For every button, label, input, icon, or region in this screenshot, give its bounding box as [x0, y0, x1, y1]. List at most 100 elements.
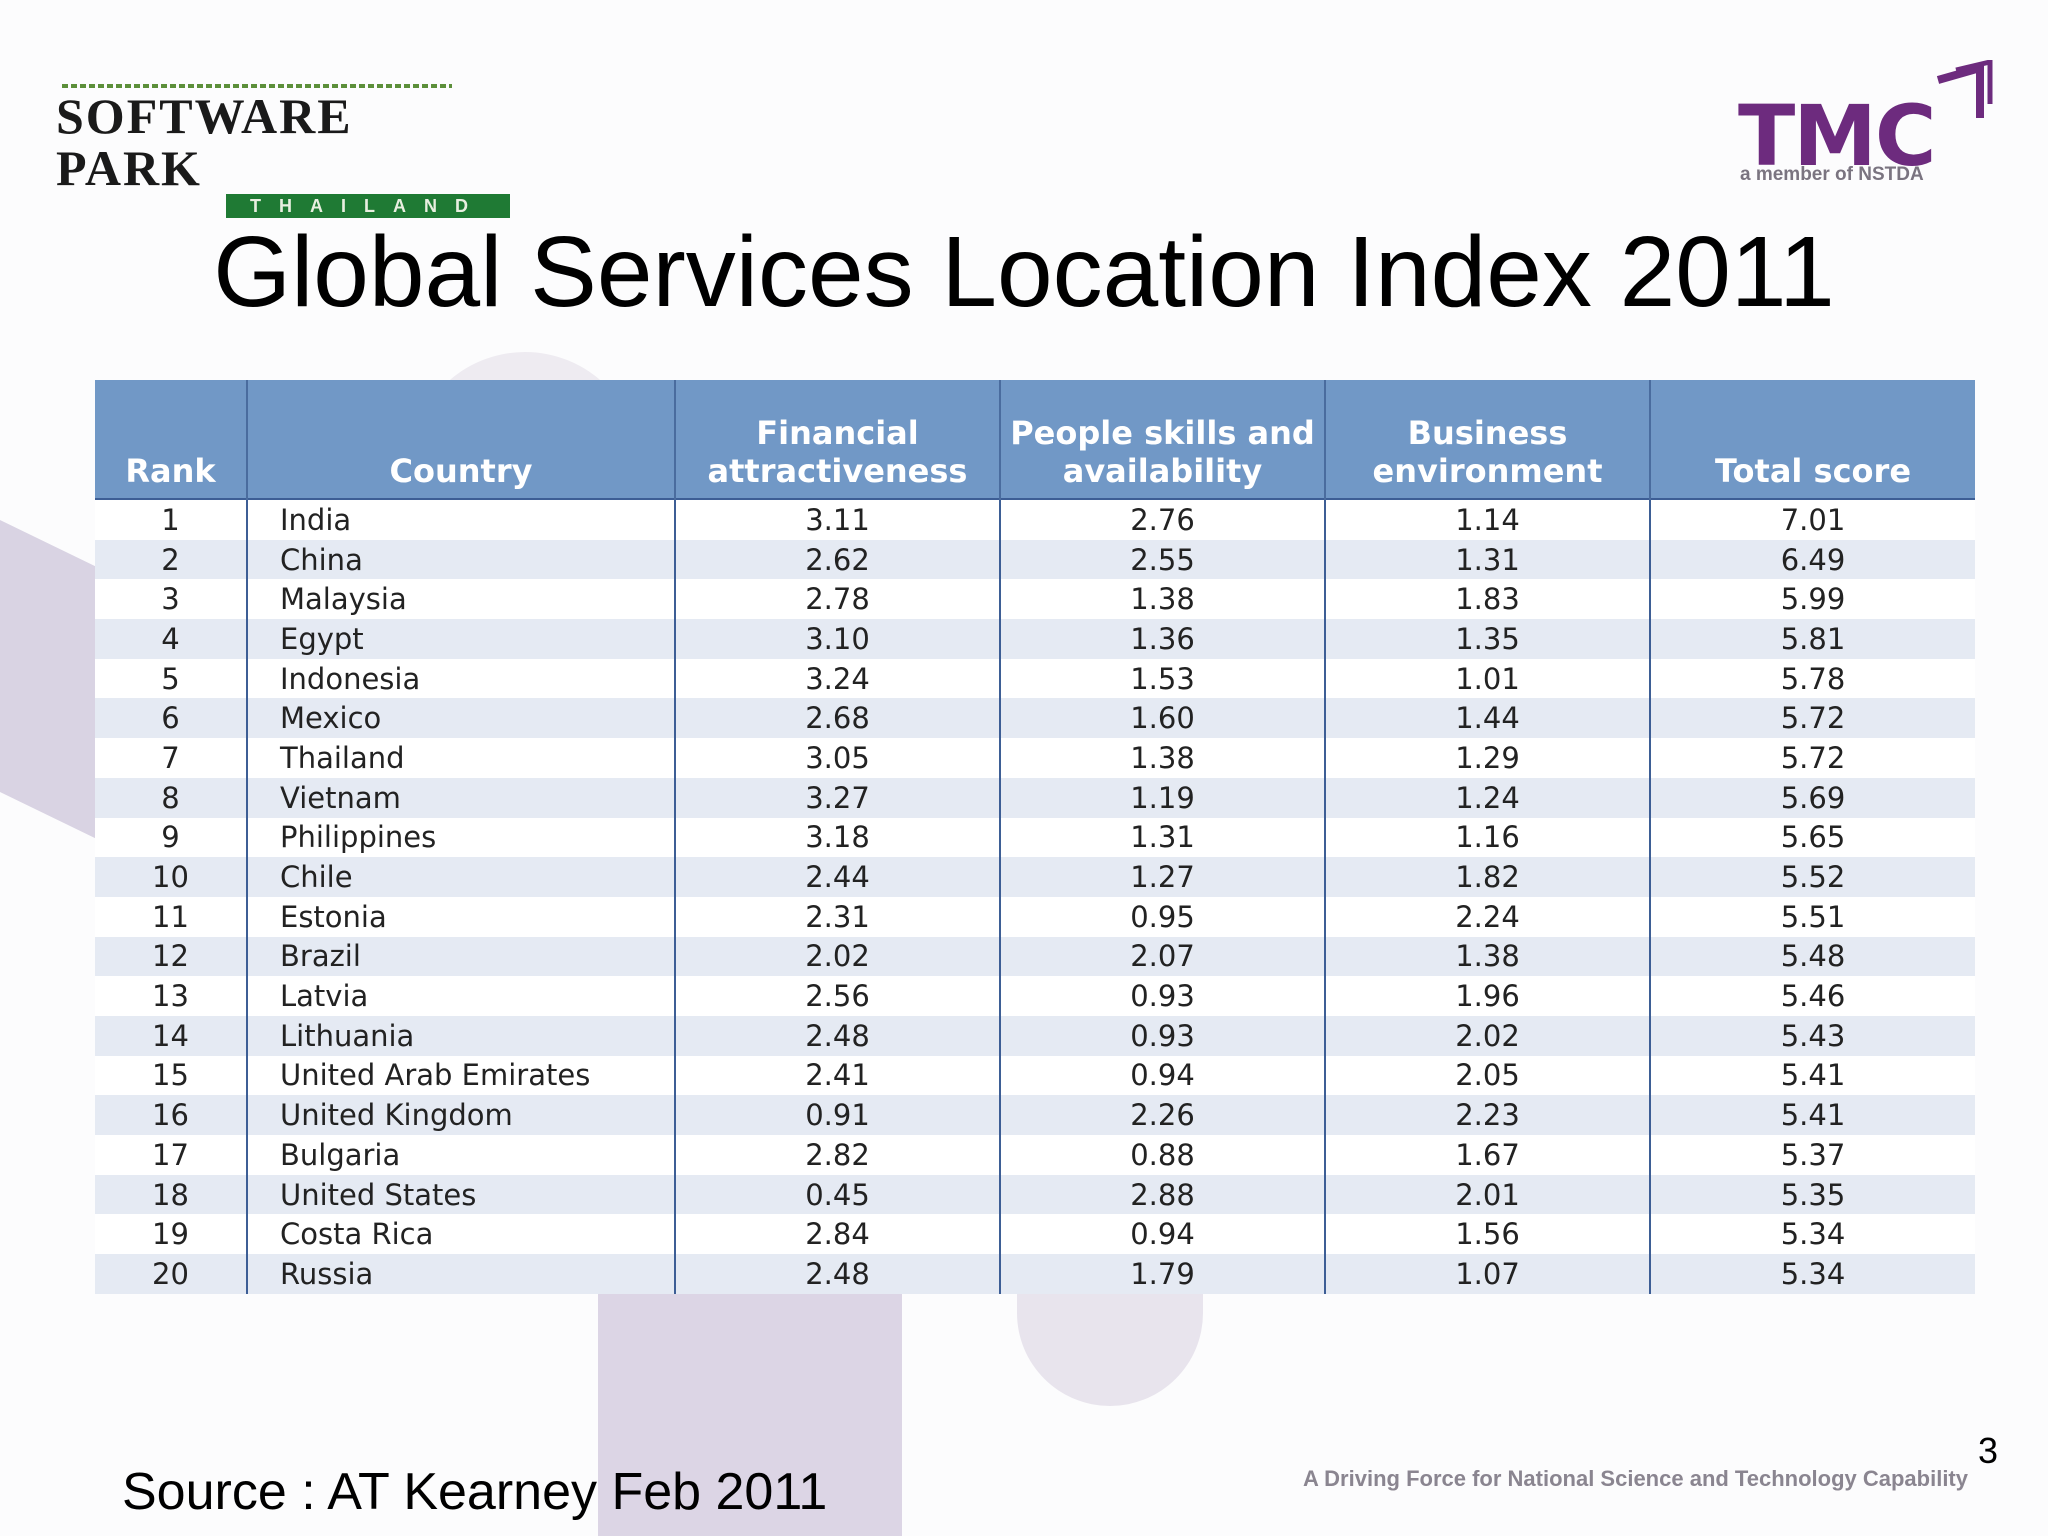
cell-financial: 3.11	[675, 499, 1001, 540]
cell-financial: 0.45	[675, 1174, 1001, 1215]
cell-business: 1.14	[1325, 499, 1651, 540]
cell-people-skills: 2.26	[1000, 1095, 1326, 1135]
cell-business: 1.96	[1325, 976, 1651, 1016]
cell-country: Chile	[247, 857, 676, 897]
cell-rank: 2	[95, 539, 248, 580]
cell-total: 5.34	[1650, 1254, 1975, 1294]
cell-country: Costa Rica	[247, 1214, 676, 1255]
tmc-subtitle: a member of NSTDA	[1740, 164, 1924, 185]
cell-rank: 11	[95, 896, 248, 937]
table-row: 7 Thailand 3.05 1.38 1.29 5.72	[95, 738, 1975, 778]
cell-country: Mexico	[247, 698, 676, 739]
cell-rank: 4	[95, 619, 248, 659]
column-header-business: Business environment	[1325, 380, 1651, 499]
cell-total: 5.34	[1650, 1214, 1975, 1255]
cell-people-skills: 0.95	[1000, 896, 1326, 937]
cell-total: 5.37	[1650, 1135, 1975, 1175]
cell-total: 6.49	[1650, 539, 1975, 580]
cell-rank: 12	[95, 936, 248, 977]
cell-rank: 7	[95, 738, 248, 778]
cell-total: 7.01	[1650, 499, 1975, 540]
cell-rank: 6	[95, 698, 248, 739]
cell-total: 5.52	[1650, 857, 1975, 897]
cell-business: 1.82	[1325, 857, 1651, 897]
cell-business: 2.02	[1325, 1015, 1651, 1056]
cell-financial: 3.10	[675, 619, 1001, 659]
cell-country: Russia	[247, 1254, 676, 1294]
cell-country: Brazil	[247, 936, 676, 977]
cell-business: 1.38	[1325, 936, 1651, 977]
cell-country: Egypt	[247, 619, 676, 659]
cell-total: 5.43	[1650, 1015, 1975, 1056]
logo-band: THAILAND	[226, 194, 510, 218]
tmc-swoosh-icon	[1936, 60, 1993, 118]
cell-people-skills: 1.36	[1000, 619, 1326, 659]
cell-financial: 3.05	[675, 738, 1001, 778]
column-header-rank: Rank	[95, 380, 248, 499]
cell-people-skills: 1.79	[1000, 1254, 1326, 1294]
cell-financial: 0.91	[675, 1095, 1001, 1135]
cell-financial: 2.84	[675, 1214, 1001, 1255]
cell-people-skills: 1.27	[1000, 857, 1326, 897]
cell-people-skills: 0.94	[1000, 1055, 1326, 1096]
cell-rank: 1	[95, 499, 248, 540]
cell-total: 5.81	[1650, 619, 1975, 659]
logo-dash-line	[62, 84, 452, 88]
column-header-total: Total score	[1650, 380, 1975, 499]
cell-business: 1.24	[1325, 777, 1651, 818]
cell-business: 1.01	[1325, 658, 1651, 699]
cell-people-skills: 1.19	[1000, 777, 1326, 818]
cell-total: 5.65	[1650, 817, 1975, 858]
tmc-logo: TMC a member of NSTDA	[1738, 60, 2008, 190]
page-title: Global Services Location Index 2011	[213, 216, 1835, 328]
cell-people-skills: 1.60	[1000, 698, 1326, 739]
table-row: 5 Indonesia 3.24 1.53 1.01 5.78	[95, 658, 1975, 699]
cell-rank: 3	[95, 579, 248, 620]
source-citation: Source : AT Kearney Feb 2011	[122, 1463, 828, 1521]
cell-total: 5.48	[1650, 936, 1975, 977]
cell-rank: 14	[95, 1015, 248, 1056]
ranking-table: Rank Country Financial attractiveness Pe…	[95, 380, 1975, 1294]
cell-rank: 10	[95, 857, 248, 897]
cell-business: 2.23	[1325, 1095, 1651, 1135]
cell-country: Philippines	[247, 817, 676, 858]
table-row: 18 United States 0.45 2.88 2.01 5.35	[95, 1174, 1975, 1215]
cell-business: 1.16	[1325, 817, 1651, 858]
column-header-people-skills: People skills and availability	[1000, 380, 1326, 499]
cell-total: 5.69	[1650, 777, 1975, 818]
cell-country: Latvia	[247, 976, 676, 1016]
cell-financial: 3.24	[675, 658, 1001, 699]
cell-rank: 17	[95, 1135, 248, 1175]
cell-people-skills: 2.07	[1000, 936, 1326, 977]
cell-business: 2.24	[1325, 896, 1651, 937]
cell-country: Lithuania	[247, 1015, 676, 1056]
table-row: 3 Malaysia 2.78 1.38 1.83 5.99	[95, 579, 1975, 620]
cell-country: United Kingdom	[247, 1095, 676, 1135]
cell-rank: 5	[95, 658, 248, 699]
cell-business: 1.31	[1325, 539, 1651, 580]
cell-financial: 3.18	[675, 817, 1001, 858]
table-row: 6 Mexico 2.68 1.60 1.44 5.72	[95, 698, 1975, 739]
cell-financial: 2.44	[675, 857, 1001, 897]
cell-business: 1.44	[1325, 698, 1651, 739]
table-row: 9 Philippines 3.18 1.31 1.16 5.65	[95, 817, 1975, 858]
table-row: 12 Brazil 2.02 2.07 1.38 5.48	[95, 936, 1975, 977]
table-row: 14 Lithuania 2.48 0.93 2.02 5.43	[95, 1015, 1975, 1056]
cell-people-skills: 2.76	[1000, 499, 1326, 540]
cell-financial: 2.31	[675, 896, 1001, 937]
cell-people-skills: 1.38	[1000, 579, 1326, 620]
cell-financial: 2.82	[675, 1135, 1001, 1175]
cell-people-skills: 0.93	[1000, 976, 1326, 1016]
cell-rank: 19	[95, 1214, 248, 1255]
table-row: 4 Egypt 3.10 1.36 1.35 5.81	[95, 619, 1975, 659]
cell-country: Thailand	[247, 738, 676, 778]
cell-financial: 2.41	[675, 1055, 1001, 1096]
table-row: 2 China 2.62 2.55 1.31 6.49	[95, 539, 1975, 580]
cell-country: China	[247, 539, 676, 580]
cell-people-skills: 1.38	[1000, 738, 1326, 778]
cell-business: 1.83	[1325, 579, 1651, 620]
cell-rank: 15	[95, 1055, 248, 1096]
cell-total: 5.41	[1650, 1055, 1975, 1096]
cell-country: Vietnam	[247, 777, 676, 818]
cell-rank: 18	[95, 1174, 248, 1215]
